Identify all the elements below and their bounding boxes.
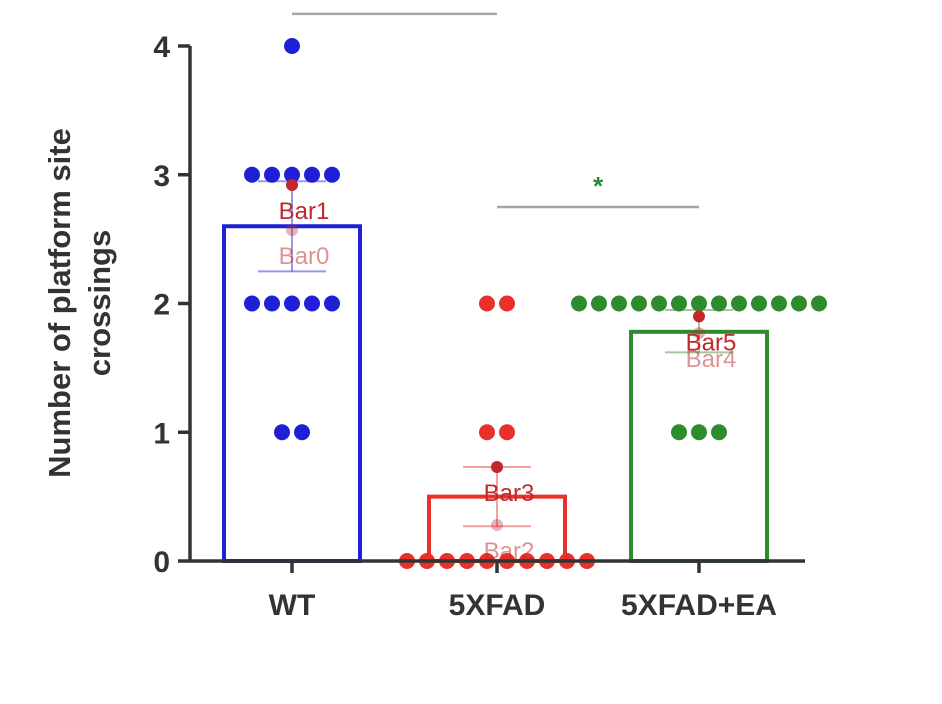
- data-point: [691, 424, 707, 441]
- data-point: [479, 424, 495, 441]
- data-point: [571, 295, 587, 312]
- annotation-label: Bar4: [686, 346, 737, 373]
- data-point: [631, 295, 647, 312]
- annotation-marker: [286, 179, 298, 192]
- y-tick-label: 4: [153, 31, 170, 64]
- data-point: [244, 166, 260, 183]
- data-point: [324, 295, 340, 312]
- axes-layer: 0 1 2 3 4 WT 5XFAD 5XFAD+EA: [153, 31, 805, 622]
- data-point: [731, 295, 747, 312]
- data-point: [711, 295, 727, 312]
- data-point: [304, 295, 320, 312]
- data-point: [811, 295, 827, 312]
- error-bars-layer: [258, 180, 733, 528]
- data-point: [304, 166, 320, 183]
- annotation-label: Bar0: [279, 243, 330, 270]
- data-point: [611, 295, 627, 312]
- data-point: [691, 295, 707, 312]
- significance-star: *: [389, 0, 400, 8]
- y-axis-label-line: crossings: [82, 230, 117, 376]
- annotation-marker: [693, 327, 705, 340]
- points-layer: [244, 38, 827, 569]
- y-axis-label: Number of platform site crossings: [42, 128, 117, 478]
- data-point: [264, 295, 280, 312]
- y-tick-label: 0: [153, 546, 170, 579]
- annotation-marker: [693, 310, 705, 323]
- annotation-marker: [286, 224, 298, 237]
- bar-wt: [222, 224, 362, 563]
- significance-star: *: [593, 171, 604, 201]
- data-point: [651, 295, 667, 312]
- data-point: [671, 295, 687, 312]
- data-point: [671, 424, 687, 441]
- annotation-marker: [491, 518, 503, 531]
- data-point: [294, 424, 310, 441]
- data-point: [791, 295, 807, 312]
- data-point: [591, 295, 607, 312]
- data-point: [499, 424, 515, 441]
- annotation-label: Bar2: [484, 538, 535, 565]
- data-point: [499, 295, 515, 312]
- y-axis-label-line: Number of platform site: [42, 128, 77, 478]
- x-tick-label: 5XFAD: [449, 589, 546, 622]
- data-point: [284, 295, 300, 312]
- bars-layer: [222, 224, 769, 564]
- annotation-label: Bar5: [686, 329, 737, 356]
- data-point: [274, 424, 290, 441]
- data-point: [324, 166, 340, 183]
- y-tick-label: 1: [153, 417, 170, 450]
- data-point: [284, 166, 300, 183]
- annotation-label: Bar1: [279, 198, 330, 225]
- data-point: [264, 166, 280, 183]
- y-tick-label: 3: [153, 160, 170, 193]
- data-point: [711, 424, 727, 441]
- x-tick-label: 5XFAD+EA: [621, 589, 777, 622]
- annotation-marker: [491, 461, 503, 474]
- y-tick-label: 2: [153, 289, 170, 322]
- annotation-label: Bar3: [484, 480, 535, 507]
- data-point: [771, 295, 787, 312]
- data-point: [244, 295, 260, 312]
- data-point: [479, 295, 495, 312]
- data-point: [284, 38, 300, 54]
- x-tick-label: WT: [269, 589, 316, 622]
- significance-layer: **: [292, 0, 699, 209]
- data-point: [751, 295, 767, 312]
